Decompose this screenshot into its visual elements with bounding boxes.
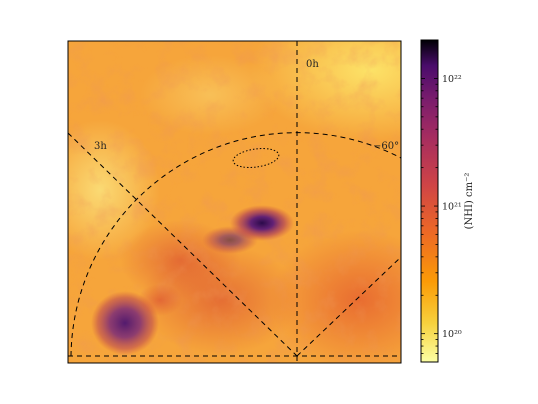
colorbar-ticks: 10²² 10²¹ 10²⁰	[421, 39, 462, 363]
plot-frame	[67, 40, 402, 364]
colorbar	[420, 39, 439, 363]
colorbar-tick-label: 10²⁰	[442, 329, 462, 340]
annotation-0h: 0h	[306, 59, 319, 70]
parallel-minus60-arc	[70, 132, 401, 357]
coordinate-overlay	[68, 41, 401, 363]
annotation-minus60: −60°	[373, 141, 399, 152]
colorbar-label: (NHI) cm⁻²	[464, 173, 475, 230]
colorbar-tick-label: 10²²	[442, 74, 462, 85]
colorbar-tick-label: 10²¹	[442, 202, 462, 213]
meridian-21h-line	[296, 256, 401, 357]
annotation-3h: 3h	[94, 141, 107, 152]
